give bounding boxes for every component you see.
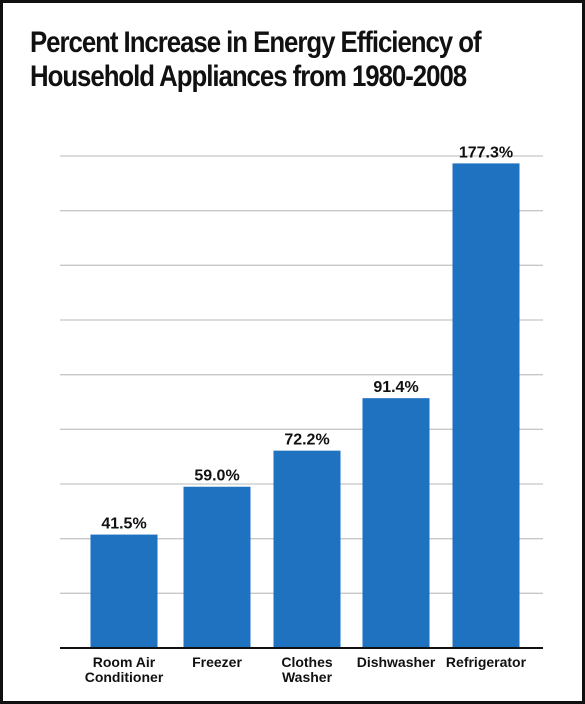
tick-label: Freezer xyxy=(192,654,242,670)
tick-label: Dishwasher xyxy=(357,654,436,670)
data-label: 72.2% xyxy=(284,432,329,449)
chart-title-line-1: Percent Increase in Energy Efficiency of xyxy=(30,26,482,59)
bar xyxy=(273,450,341,648)
bar xyxy=(362,398,430,648)
data-label: 59.0% xyxy=(194,468,239,485)
data-label: 41.5% xyxy=(101,516,146,533)
tick-label: Clothes Washer xyxy=(281,654,333,685)
chart-title: Percent Increase in Energy Efficiency of… xyxy=(30,26,482,94)
bar xyxy=(183,486,251,648)
data-label: 91.4% xyxy=(373,379,418,396)
tick-label: Refrigerator xyxy=(446,654,527,670)
chart-title-line-2: Household Appliances from 1980-2008 xyxy=(30,60,467,93)
tick-label: Room Air Conditioner xyxy=(85,654,164,685)
bar xyxy=(452,163,520,648)
data-label: 177.3% xyxy=(459,144,513,161)
bar xyxy=(90,534,158,648)
